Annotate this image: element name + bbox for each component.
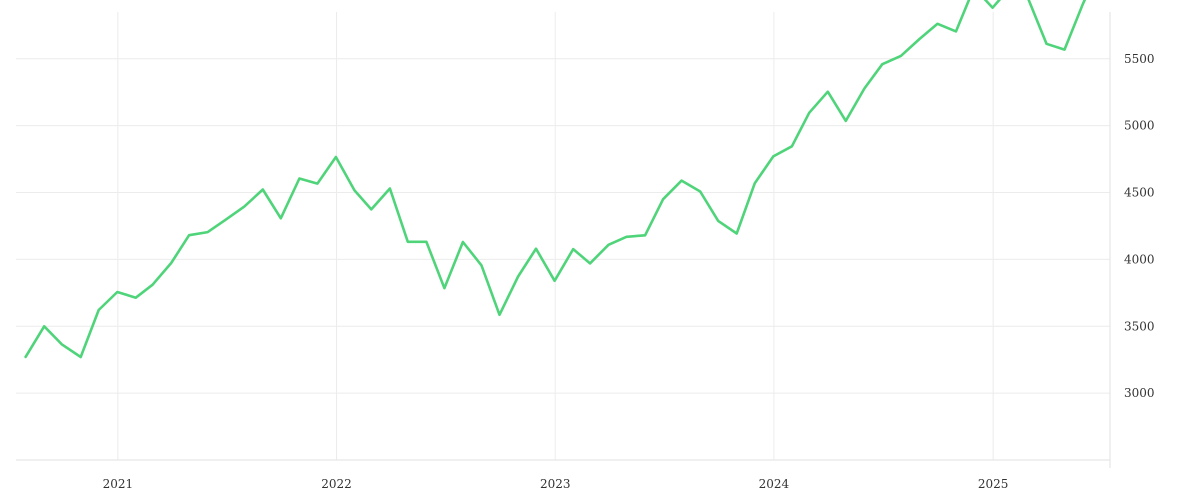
y-tick-label: 4500 bbox=[1124, 186, 1155, 200]
x-tick-label: 2025 bbox=[978, 477, 1009, 491]
x-tick-label: 2021 bbox=[103, 477, 134, 491]
y-tick-label: 4000 bbox=[1124, 252, 1155, 266]
x-tick-label: 2022 bbox=[321, 477, 352, 491]
tick-label-layer: 2021 2022 2023 2024 2025 3000 3500 4000 4500 5000… bbox=[103, 52, 1155, 491]
series-layer bbox=[24, 0, 1087, 359]
grid-layer bbox=[16, 12, 1110, 460]
y-tick-label: 5500 bbox=[1124, 52, 1155, 66]
y-tick-label: 5000 bbox=[1124, 119, 1155, 133]
axis-layer bbox=[16, 12, 1111, 468]
y-tick-label: 3500 bbox=[1124, 319, 1155, 333]
x-tick-label: 2024 bbox=[759, 477, 790, 491]
series-line bbox=[24, 0, 1087, 359]
y-tick-label: 3000 bbox=[1124, 386, 1155, 400]
x-tick-label: 2023 bbox=[540, 477, 571, 491]
